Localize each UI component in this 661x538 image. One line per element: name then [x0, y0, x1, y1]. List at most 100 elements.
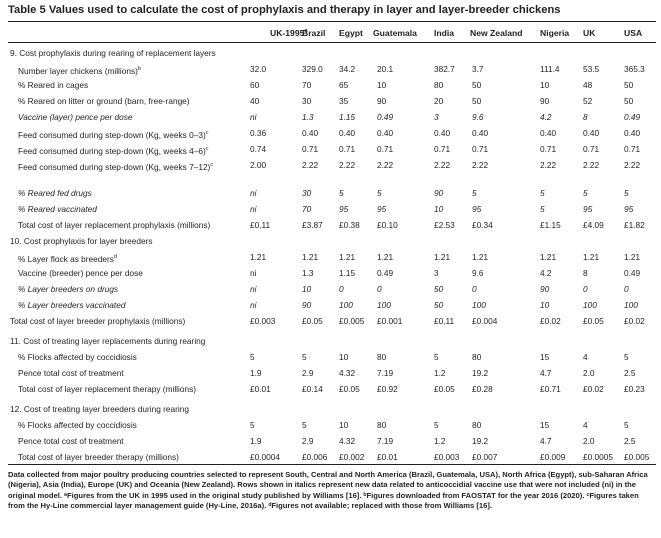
cell-value: 4.2	[540, 268, 552, 278]
cell-value: 5	[434, 420, 439, 430]
table-row: % Reared on litter or ground (barn, free…	[0, 96, 661, 112]
table-title: Table 5 Values used to calculate the cos…	[8, 4, 561, 16]
cell-value: 0.71	[540, 144, 557, 154]
cell-value: 19.2	[472, 368, 489, 378]
cell-value: 95	[624, 204, 634, 214]
cell-value: 111.4	[540, 64, 560, 74]
cell-value: 80	[472, 420, 482, 430]
column-header: Egypt	[339, 28, 363, 38]
cell-value: ni	[250, 300, 257, 310]
cell-value: £0.11	[434, 316, 455, 326]
cell-value: 0.49	[377, 112, 394, 122]
section-heading: 12. Cost of treating layer breeders duri…	[10, 404, 189, 414]
table-row: Total cost of layer breeder prophylaxis …	[0, 316, 661, 332]
cell-value: £0.009	[540, 452, 566, 462]
cell-value: 2.22	[624, 160, 641, 170]
cell-value: 2.5	[624, 436, 636, 446]
cell-value: 100	[624, 300, 638, 310]
cell-value: £0.92	[377, 384, 398, 394]
row-label: Total cost of layer replacement therapy …	[18, 384, 196, 394]
cell-value: 0.49	[624, 112, 641, 122]
cell-value: 10	[339, 352, 349, 362]
cell-value: 7.19	[377, 368, 394, 378]
table-row: Total cost of layer replacement prophyla…	[0, 220, 661, 236]
cell-value: £0.11	[250, 220, 271, 230]
cell-value: 0	[377, 284, 382, 294]
column-header: UK-1995a	[270, 28, 308, 38]
cell-value: 4.7	[540, 436, 552, 446]
row-label: % Reared in cages	[18, 80, 89, 90]
cell-value: 1.21	[540, 252, 557, 262]
cell-value: £0.004	[472, 316, 498, 326]
cell-value: 5	[540, 204, 545, 214]
column-header: USA	[624, 28, 643, 38]
cell-value: 5	[624, 188, 629, 198]
row-label: Pence total cost of treatment	[18, 436, 124, 446]
cell-value: 4.32	[339, 368, 356, 378]
cell-value: 19.2	[472, 436, 489, 446]
cell-value: 0	[624, 284, 629, 294]
cell-value: 0.40	[472, 128, 489, 138]
cell-value: 0.74	[250, 144, 267, 154]
cell-value: 2.5	[624, 368, 636, 378]
cell-value: 1.21	[377, 252, 394, 262]
row-label: Feed consumed during step-down (Kg, week…	[18, 145, 209, 156]
cell-value: £4.09	[583, 220, 604, 230]
cell-value: £0.05	[339, 384, 360, 394]
table-row: Vaccine (layer) pence per dose ni 1.3 1.15 0…	[0, 112, 661, 128]
cell-value: 0.71	[472, 144, 489, 154]
cell-value: 4.7	[540, 368, 552, 378]
cell-value: £0.02	[540, 316, 561, 326]
cell-value: 90	[540, 284, 550, 294]
cell-value: £0.006	[302, 452, 328, 462]
cell-value: £1.15	[540, 220, 561, 230]
cell-value: 5	[472, 188, 477, 198]
column-header: India	[434, 28, 455, 38]
cell-value: 0	[339, 284, 344, 294]
cell-value: 3	[434, 112, 439, 122]
cell-value: 10	[540, 300, 550, 310]
cell-value: 20	[434, 96, 444, 106]
column-header: UK	[583, 28, 596, 38]
cell-value: 32.0	[250, 64, 267, 74]
cell-value: 80	[377, 352, 387, 362]
cell-value: 90	[540, 96, 550, 106]
table-row: Feed consumed during step-down (Kg, week…	[0, 128, 661, 144]
cell-value: £0.34	[472, 220, 493, 230]
cell-value: £0.0005	[583, 452, 613, 462]
cell-value: 70	[302, 80, 312, 90]
table-row: % Layer flock as breedersd 1.21 1.21 1.21 1.…	[0, 252, 661, 268]
cell-value: 2.00	[250, 160, 267, 170]
cell-value: 100	[583, 300, 597, 310]
cell-value: £0.05	[434, 384, 455, 394]
cell-value: 48	[583, 80, 593, 90]
cell-value: £0.007	[472, 452, 498, 462]
section-heading: 9. Cost prophylaxis during rearing of re…	[10, 48, 216, 58]
table-row: % Reared vaccinated ni 70 95 95 10 95 5 95 95	[0, 204, 661, 220]
cell-value: 9.6	[472, 112, 484, 122]
cell-value: 50	[472, 96, 482, 106]
cell-value: 10	[339, 420, 349, 430]
cell-value: 0.36	[250, 128, 267, 138]
cell-value: 2.22	[540, 160, 557, 170]
cell-value: 2.9	[302, 368, 314, 378]
cell-value: 90	[377, 96, 387, 106]
cell-value: 95	[377, 204, 387, 214]
row-label: Feed consumed during step-down (Kg, week…	[18, 129, 209, 140]
cell-value: £0.05	[583, 316, 604, 326]
cell-value: £0.01	[377, 452, 398, 462]
cell-value: 15	[540, 420, 550, 430]
cell-value: 70	[302, 204, 312, 214]
cell-value: 2.22	[377, 160, 394, 170]
table-row: Feed consumed during step-down (Kg, week…	[0, 144, 661, 160]
table-row: Feed consumed during step-down (Kg, week…	[0, 160, 661, 186]
cell-value: 1.21	[250, 252, 267, 262]
table-row: % Flocks affected by coccidiosis 5 5 10 80 5 8…	[0, 352, 661, 368]
cell-value: £0.28	[472, 384, 493, 394]
cell-value: ni	[250, 284, 257, 294]
cell-value: 35	[339, 96, 349, 106]
cell-value: 4.2	[540, 112, 552, 122]
cell-value: 1.3	[302, 268, 314, 278]
cell-value: 50	[434, 284, 444, 294]
bottom-rule	[8, 464, 656, 466]
